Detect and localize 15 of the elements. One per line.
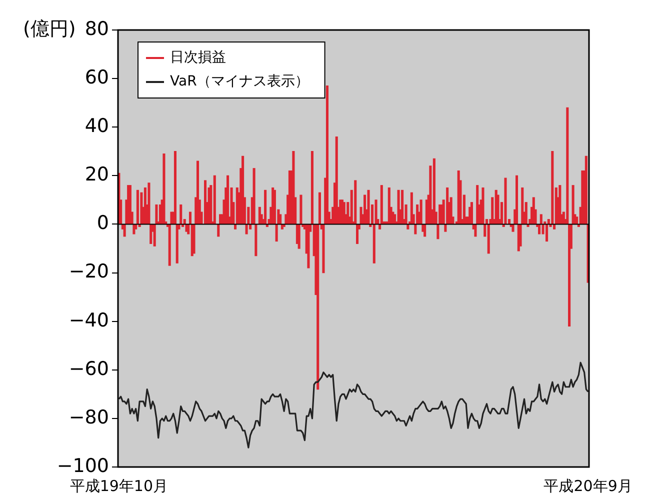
y-tick-label: 80 (84, 18, 109, 40)
y-tick-label: −100 (56, 454, 109, 477)
legend-label: VaR（マイナス表示） (170, 74, 309, 90)
y-tick-label: 60 (84, 66, 109, 88)
y-tick-label: −80 (68, 406, 109, 428)
y-tick-label: 0 (96, 212, 109, 234)
x-tick-label: 平成19年10月 (70, 476, 168, 495)
y-tick-label: 20 (84, 164, 109, 186)
y-tick-label: −20 (68, 260, 109, 283)
y-tick-label: −60 (68, 358, 109, 380)
y-tick-label: −40 (68, 309, 109, 332)
x-tick-label: 平成20年9月 (544, 476, 632, 495)
y-tick-label: 40 (84, 115, 109, 138)
legend-label: 日次損益 (170, 50, 226, 66)
y-axis-title: (億円) (22, 18, 76, 40)
